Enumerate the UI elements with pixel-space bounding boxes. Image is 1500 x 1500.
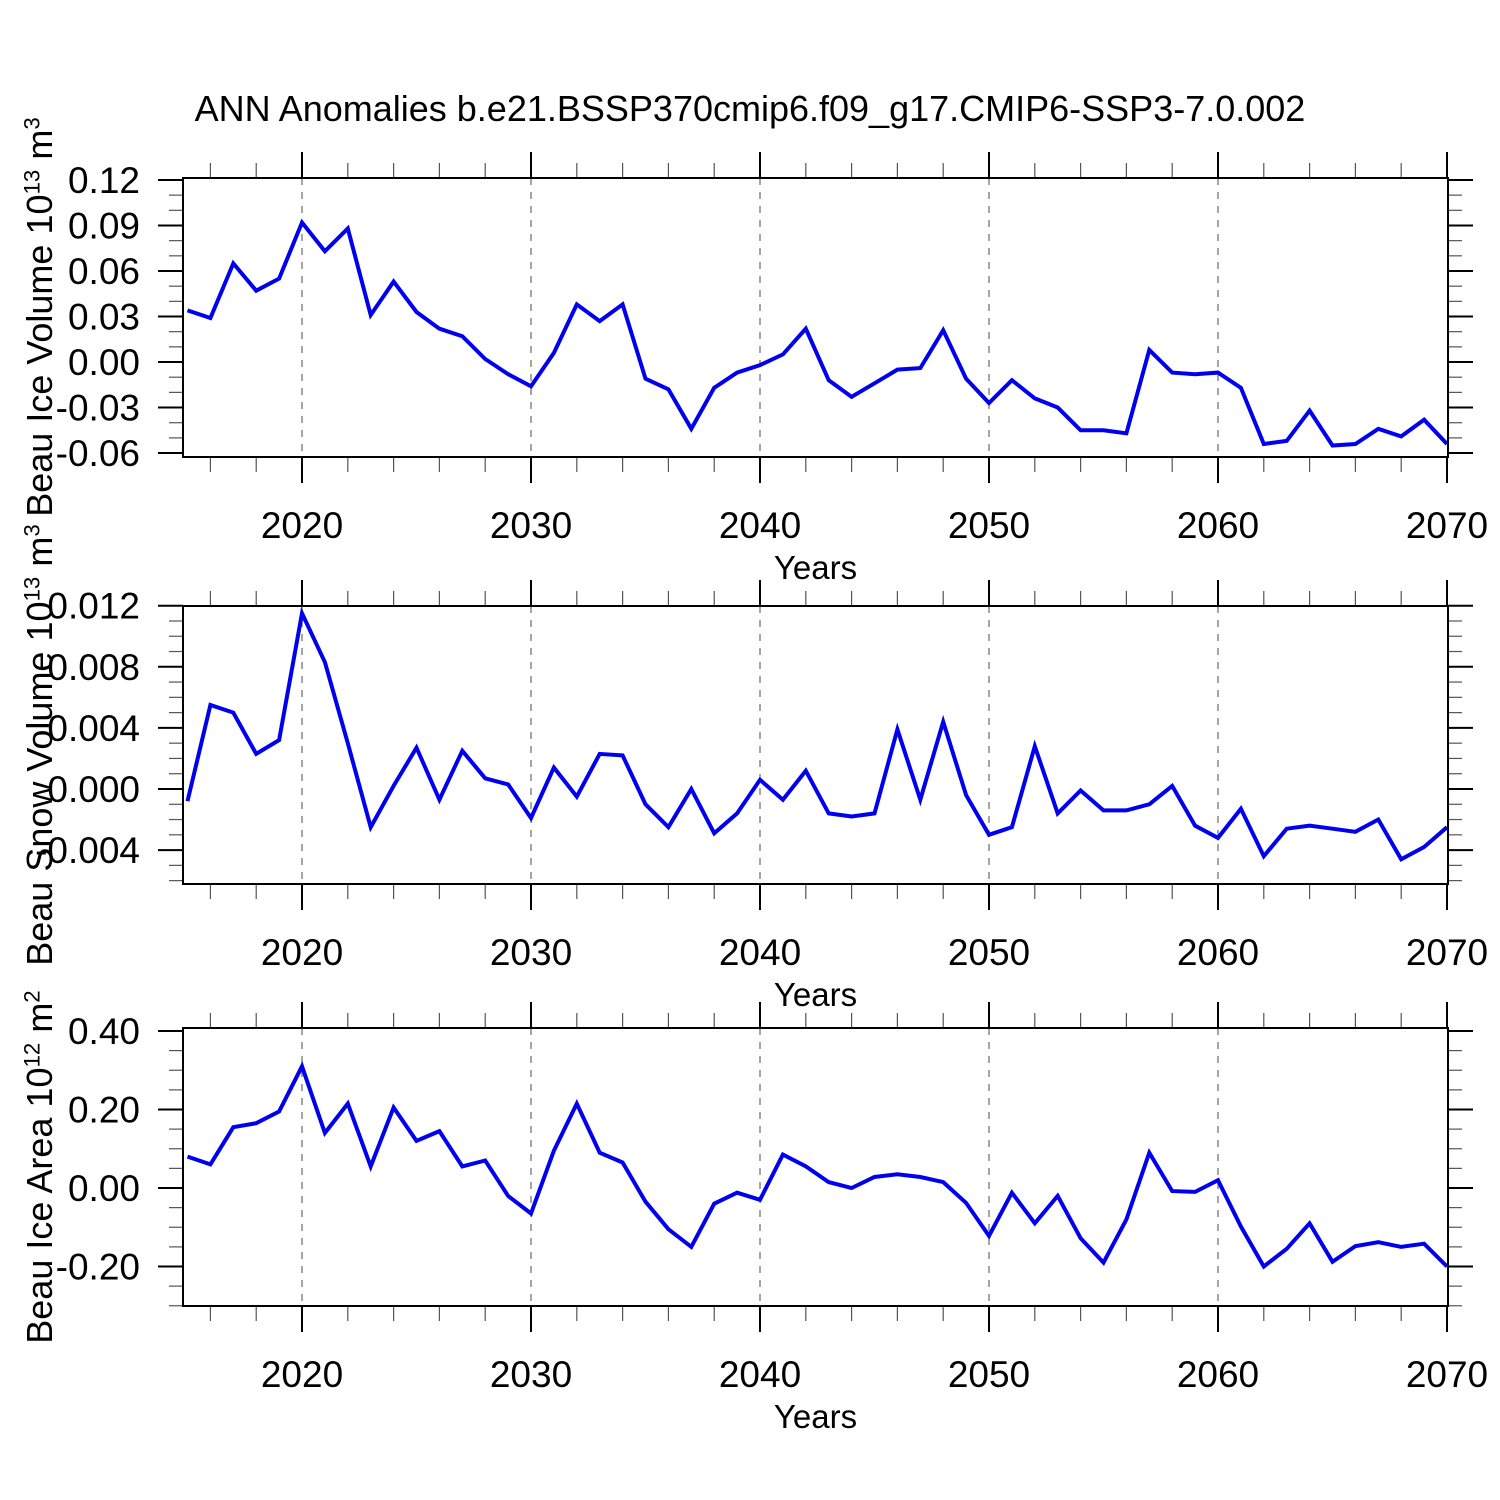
ylabel-superscript: 3 bbox=[19, 117, 45, 130]
x-tick-label: 2030 bbox=[490, 1354, 572, 1395]
y-tick-label: 0.012 bbox=[47, 586, 140, 627]
ylabel-text: m bbox=[19, 1002, 60, 1043]
data-line-beau-snow-volume bbox=[185, 606, 1449, 862]
chart-title: ANN Anomalies b.e21.BSSP370cmip6.f09_g17… bbox=[194, 88, 1306, 129]
x-tick-label: 2060 bbox=[1177, 932, 1259, 973]
ylabel-superscript: 2 bbox=[19, 990, 45, 1003]
x-axis-label: Years bbox=[774, 1398, 857, 1435]
y-tick-label: 0.20 bbox=[68, 1089, 140, 1130]
y-tick-label: 0.06 bbox=[68, 251, 140, 292]
y-tick-label: 0.000 bbox=[47, 769, 140, 810]
x-tick-label: 2020 bbox=[261, 1354, 343, 1395]
x-tick-label: 2050 bbox=[948, 1354, 1030, 1395]
y-tick-label: 0.03 bbox=[68, 297, 140, 338]
y-tick-label: -0.06 bbox=[56, 433, 140, 474]
x-tick-label: 2060 bbox=[1177, 1354, 1259, 1395]
x-tick-label: 2070 bbox=[1406, 1354, 1488, 1395]
y-tick-label: -0.03 bbox=[56, 388, 140, 429]
y-tick-label: 0.00 bbox=[68, 342, 140, 383]
ylabel-superscript: 13 bbox=[19, 169, 45, 195]
y-axis-label-beau-ice-volume: Beau Ice Volume 1013 m3 bbox=[19, 117, 61, 516]
ylabel-superscript: 13 bbox=[19, 576, 45, 602]
panel-frame bbox=[182, 605, 1449, 885]
data-line-beau-ice-volume bbox=[186, 218, 1449, 448]
y-tick-label: 0.004 bbox=[47, 708, 140, 749]
y-axis-label-beau-snow-volume: Beau Snow Volume 1013 m3 bbox=[19, 524, 61, 966]
x-tick-label: 2030 bbox=[490, 505, 572, 546]
panel-beau-ice-volume: 0.120.09 0.06 0.030.00 -0.03-0.06 2020 2030 20… bbox=[56, 152, 1488, 586]
ylabel-superscript: 3 bbox=[19, 524, 45, 537]
y-tick-label: 0.00 bbox=[68, 1168, 140, 1209]
x-tick-label: 2060 bbox=[1177, 505, 1259, 546]
y-tick-label: 0.40 bbox=[68, 1011, 140, 1052]
ylabel-text: Beau Snow Volume 10 bbox=[19, 601, 60, 966]
x-tick-label: 2030 bbox=[490, 932, 572, 973]
ylabel-superscript: 12 bbox=[19, 1042, 45, 1068]
x-tick-label: 2050 bbox=[948, 505, 1030, 546]
x-tick-label: 2070 bbox=[1406, 505, 1488, 546]
x-tick-label: 2040 bbox=[719, 505, 801, 546]
y-tick-label: -0.20 bbox=[56, 1247, 140, 1288]
y-tick-label: -0.004 bbox=[35, 830, 140, 871]
panel-frame bbox=[182, 177, 1449, 458]
y-tick-label: 0.008 bbox=[47, 647, 140, 688]
data-line-beau-ice-area bbox=[186, 1061, 1449, 1270]
x-tick-label: 2050 bbox=[948, 932, 1030, 973]
y-tick-label: 0.12 bbox=[68, 160, 140, 201]
x-tick-label: 2020 bbox=[261, 505, 343, 546]
panel-frame bbox=[182, 1027, 1449, 1307]
panel-beau-ice-area: 0.40 0.20 0.00 -0.20 2020 2030 2040 2050 2060 207… bbox=[56, 1002, 1488, 1435]
x-tick-label: 2020 bbox=[261, 932, 343, 973]
x-axis-label: Years bbox=[774, 976, 857, 1013]
y-axis-label-beau-ice-area: Beau Ice Area 1012 m2 bbox=[19, 990, 61, 1343]
x-tick-label: 2040 bbox=[719, 1354, 801, 1395]
ylabel-text: Beau Ice Area 10 bbox=[19, 1067, 60, 1344]
x-axis-label: Years bbox=[774, 549, 857, 586]
x-tick-label: 2040 bbox=[719, 932, 801, 973]
x-tick-label: 2070 bbox=[1406, 932, 1488, 973]
ylabel-text: m bbox=[19, 129, 60, 170]
ylabel-text: Beau Ice Volume 10 bbox=[19, 194, 60, 517]
ylabel-text: m bbox=[19, 536, 60, 577]
panel-beau-snow-volume: 0.012 0.008 0.004 0.000 -0.004 2020 2030 2040 20… bbox=[35, 580, 1488, 1013]
y-tick-label: 0.09 bbox=[68, 205, 140, 246]
